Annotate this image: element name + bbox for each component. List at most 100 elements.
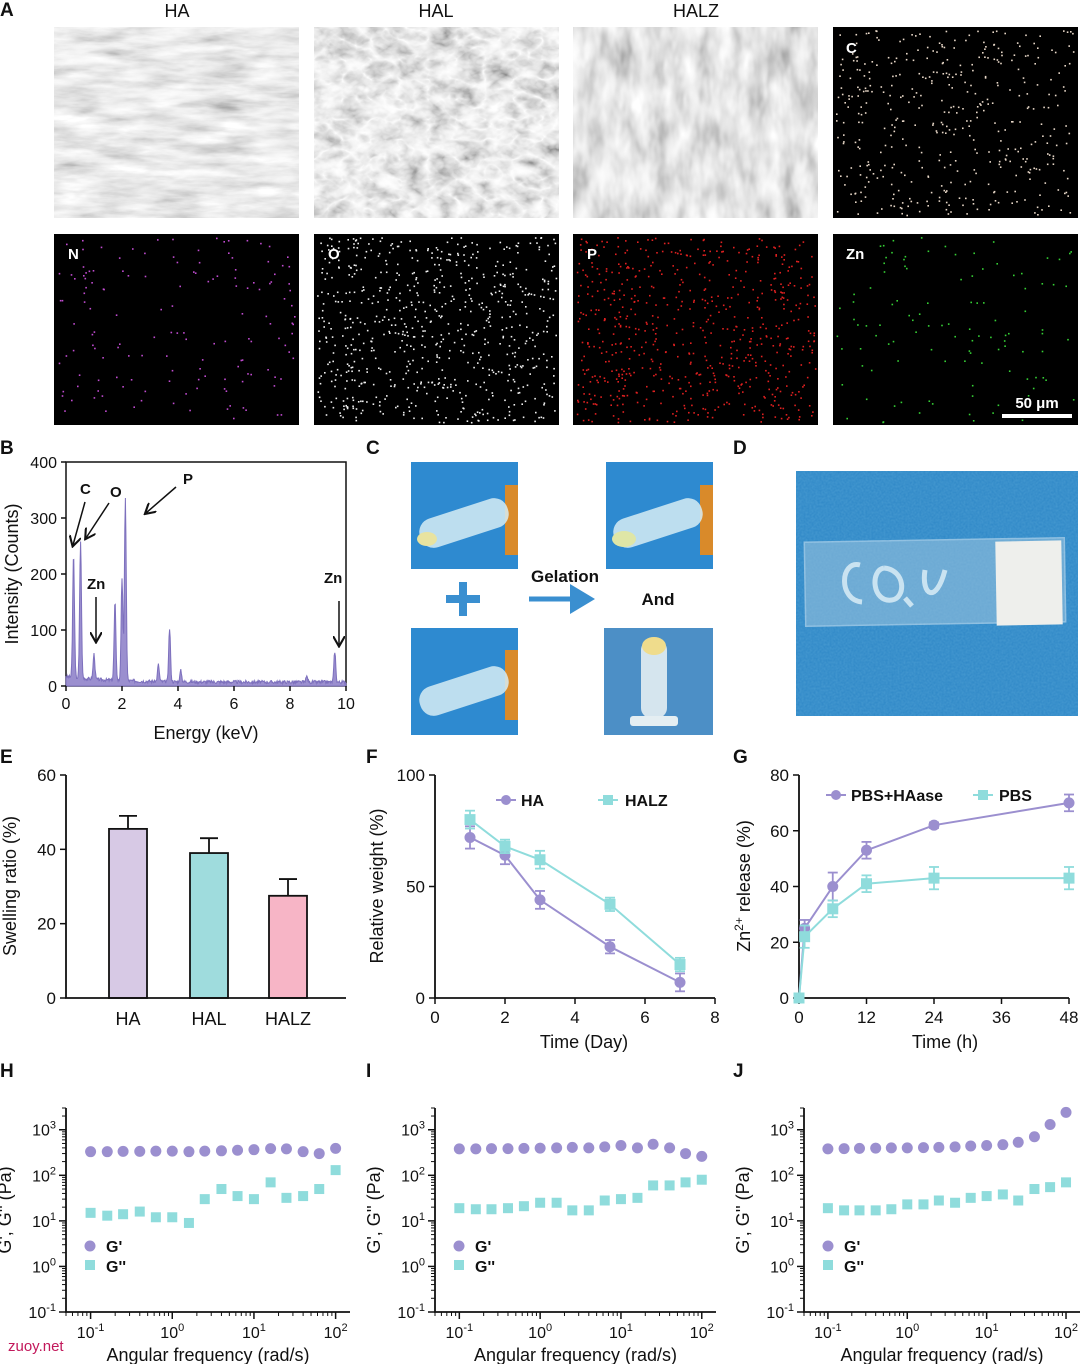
eds-dot (407, 360, 410, 363)
eds-dot (1066, 31, 1069, 33)
eds-dot (841, 348, 843, 350)
eds-dot (213, 342, 215, 345)
eds-dot (381, 237, 383, 239)
eds-dot (785, 337, 788, 340)
panel-letter-c: C (366, 438, 380, 459)
eds-dot (906, 267, 908, 270)
eds-dot (224, 378, 226, 381)
eds-dot (85, 286, 87, 289)
eds-dot (377, 301, 379, 303)
g-prime-point (150, 1145, 162, 1157)
eds-dot (582, 386, 584, 388)
eds-dot (730, 346, 732, 349)
g-double-prime-point (1029, 1184, 1040, 1195)
eds-dot (171, 305, 174, 307)
category-label: HALZ (265, 1009, 311, 1029)
g-double-prime-point (281, 1192, 292, 1203)
eds-dot (617, 421, 620, 424)
eds-dot (601, 240, 603, 243)
eds-dot (737, 293, 739, 296)
eds-dot (626, 279, 629, 281)
eds-dot (756, 344, 758, 346)
eds-spectrum (65, 497, 347, 687)
eds-dot (390, 385, 392, 387)
eds-dot (892, 75, 894, 78)
eds-dot (864, 63, 866, 65)
eds-dot (1042, 135, 1044, 137)
eds-dot (774, 291, 777, 294)
eds-dot (91, 282, 93, 284)
eds-dot (869, 287, 872, 289)
eds-dot (908, 314, 910, 317)
x-tick-label: 36 (992, 1008, 1011, 1027)
eds-dot (854, 141, 857, 144)
eds-dot (424, 330, 426, 332)
eds-dot (1064, 65, 1066, 67)
eds-dot (625, 325, 628, 328)
eds-dot (856, 60, 858, 62)
eds-map-n (54, 234, 299, 425)
panel-d (796, 471, 1078, 716)
eds-dot (330, 238, 333, 241)
eds-dot (605, 268, 608, 270)
eds-dot (517, 392, 520, 394)
eds-dot (467, 380, 469, 382)
eds-dot (507, 379, 509, 382)
eds-dot (899, 206, 902, 209)
eds-dot (323, 320, 325, 323)
eds-dot (326, 272, 328, 275)
eds-dot (849, 77, 852, 80)
eds-dot (902, 138, 904, 140)
eds-dot (802, 345, 805, 348)
y-tick-label: 60 (770, 822, 789, 841)
eds-dot (841, 93, 844, 96)
eds-dot (73, 323, 75, 325)
eds-dot (718, 311, 720, 313)
eds-dot (932, 124, 934, 126)
eds-dot (939, 154, 941, 156)
eds-dot (1048, 93, 1050, 96)
eds-dot (726, 401, 728, 404)
eds-dot (352, 321, 354, 324)
eds-dot (953, 133, 955, 136)
eds-dot (611, 271, 613, 274)
eds-dot (534, 420, 536, 423)
eds-dot (704, 355, 706, 358)
legend-label-g-prime: G' (106, 1239, 122, 1256)
eds-dot (234, 277, 237, 279)
eds-dot (697, 248, 699, 251)
eds-dot (599, 375, 601, 378)
eds-dot (534, 397, 536, 400)
eds-dot (1034, 141, 1037, 143)
eds-dot (970, 301, 972, 304)
eds-dot (859, 69, 861, 71)
eds-dot (781, 256, 783, 258)
eds-dot (446, 259, 448, 261)
eds-dot (415, 308, 417, 311)
g-prime-point (981, 1140, 993, 1152)
eds-dot (269, 323, 272, 325)
eds-dot (639, 248, 642, 250)
eds-dot (127, 275, 130, 277)
eds-dot (524, 400, 527, 403)
eds-dot (722, 328, 724, 330)
eds-dot (246, 239, 249, 242)
eds-dot (761, 317, 763, 319)
eds-dot (1039, 35, 1041, 37)
eds-dot (553, 238, 555, 241)
eds-dot (890, 204, 892, 207)
eds-dot (436, 278, 438, 280)
eds-dot (945, 72, 948, 75)
eds-dot (451, 295, 454, 298)
eds-dot (324, 372, 326, 374)
eds-dot (502, 264, 504, 266)
g-double-prime-point (314, 1184, 325, 1195)
eds-dot (1003, 340, 1006, 342)
eds-dot (501, 316, 503, 319)
eds-dot (551, 396, 554, 398)
eds-dot (848, 98, 850, 100)
eds-dot (1026, 158, 1028, 160)
eds-dot (1067, 338, 1069, 341)
eds-dot (630, 374, 632, 377)
eds-dot (538, 416, 540, 419)
